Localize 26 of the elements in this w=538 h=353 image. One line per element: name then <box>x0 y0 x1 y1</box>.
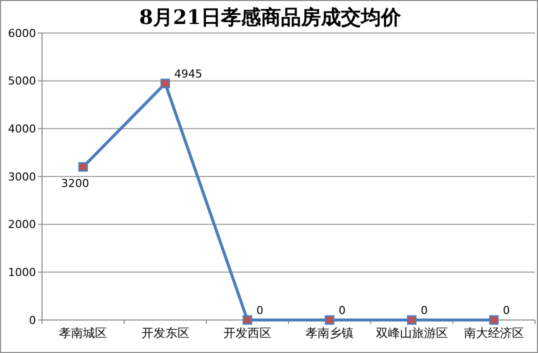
x-tick-label: 孝南乡镇 <box>306 326 354 340</box>
y-tick-label: 1000 <box>8 266 36 280</box>
x-tick-label: 双峰山旅游区 <box>376 326 448 340</box>
y-tick-label: 3000 <box>8 170 36 184</box>
data-label: 0 <box>502 304 510 317</box>
y-tick-label: 4000 <box>8 122 36 136</box>
data-label: 0 <box>420 304 428 317</box>
point <box>78 162 88 172</box>
y-tick-label: 0 <box>29 314 36 327</box>
point <box>489 315 499 325</box>
y-tick-label: 2000 <box>8 218 36 232</box>
y-tick-label: 6000 <box>8 26 36 40</box>
point <box>242 315 252 325</box>
data-label: 0 <box>338 304 346 317</box>
data-label: 0 <box>256 304 264 317</box>
x-tick-label: 开发东区 <box>141 326 190 340</box>
x-tick-label: 孝南城区 <box>59 326 108 340</box>
y-tick-label: 5000 <box>8 74 36 88</box>
point <box>160 78 170 88</box>
chart-title: 8月21日孝感商品房成交均价 <box>139 5 402 29</box>
data-label: 3200 <box>61 176 90 190</box>
data-label: 4945 <box>174 67 202 80</box>
point <box>407 315 416 325</box>
point <box>324 315 334 325</box>
x-tick-label: 开发西区 <box>223 326 272 340</box>
x-tick-label: 南大经济区 <box>464 326 524 340</box>
